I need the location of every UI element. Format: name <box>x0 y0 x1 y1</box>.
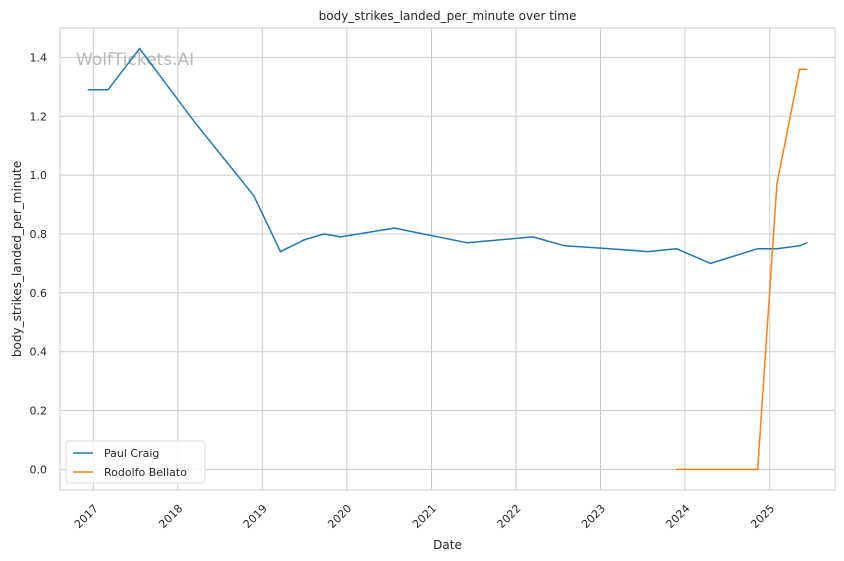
y-tick-label: 1.2 <box>30 110 48 123</box>
data-point <box>323 233 325 235</box>
data-point <box>563 244 566 247</box>
x-tick-label: 2019 <box>241 502 270 531</box>
legend-label: Paul Craig <box>104 447 159 460</box>
x-tick-label: 2022 <box>495 502 524 531</box>
x-tick-label: 2020 <box>325 502 354 531</box>
data-point <box>87 88 90 91</box>
x-tick-label: 2023 <box>579 502 608 531</box>
y-tick-label: 1.4 <box>30 51 48 64</box>
data-point <box>798 244 801 247</box>
data-point <box>339 236 342 238</box>
y-axis-title: body_strikes_landed_per_minute <box>10 161 24 357</box>
x-tick-label: 2017 <box>72 502 101 531</box>
data-point <box>798 68 801 70</box>
y-gridlines <box>60 56 835 470</box>
y-tick-label: 0.0 <box>30 463 48 476</box>
y-tick-label: 0.4 <box>30 346 48 359</box>
data-point <box>608 247 611 250</box>
data-point <box>252 194 255 197</box>
y-tick-label: 0.6 <box>30 287 48 300</box>
plot-frame <box>59 27 836 491</box>
data-point <box>776 247 778 250</box>
data-point <box>647 250 649 253</box>
legend-box <box>65 440 206 484</box>
data-point <box>303 239 305 241</box>
data-point <box>193 121 196 123</box>
data-point <box>805 68 808 70</box>
data-point <box>138 47 141 50</box>
data-point <box>776 183 778 185</box>
data-point <box>466 242 469 244</box>
x-axis-title: Date <box>433 538 462 552</box>
series-line-0 <box>88 47 808 265</box>
data-point <box>675 468 678 471</box>
data-point <box>393 227 396 229</box>
y-tick-label: 1.0 <box>30 169 48 182</box>
chart-title: body_strikes_landed_per_minute over time <box>319 9 577 23</box>
series-line-1 <box>676 68 807 471</box>
x-tick-label: 2021 <box>410 502 439 531</box>
y-tick-label: 0.8 <box>30 228 48 241</box>
data-point <box>805 242 808 244</box>
data-point <box>107 88 109 91</box>
data-point <box>675 247 678 250</box>
y-tick-labels: 0.0 0.2 0.4 0.6 0.8 1.0 1.2 1.4 <box>30 51 48 476</box>
y-tick-label: 0.2 <box>30 405 48 418</box>
watermark-text: WolfTickets.AI <box>76 50 194 70</box>
data-point <box>532 236 534 238</box>
legend-label: Rodolfo Bellato <box>104 466 187 479</box>
x-tick-label: 2024 <box>664 502 693 531</box>
data-point <box>756 468 759 471</box>
legend: Paul Craig Rodolfo Bellato <box>65 440 206 484</box>
x-tick-label: 2025 <box>748 502 777 531</box>
x-tick-labels: 2017 2018 2019 2020 2021 2022 2023 2024 2025 <box>72 502 777 531</box>
x-tick-label: 2018 <box>156 502 185 531</box>
series-layer <box>87 47 808 471</box>
x-gridlines <box>92 28 771 490</box>
data-point <box>279 250 282 253</box>
data-point <box>709 262 712 265</box>
data-point <box>756 247 759 250</box>
